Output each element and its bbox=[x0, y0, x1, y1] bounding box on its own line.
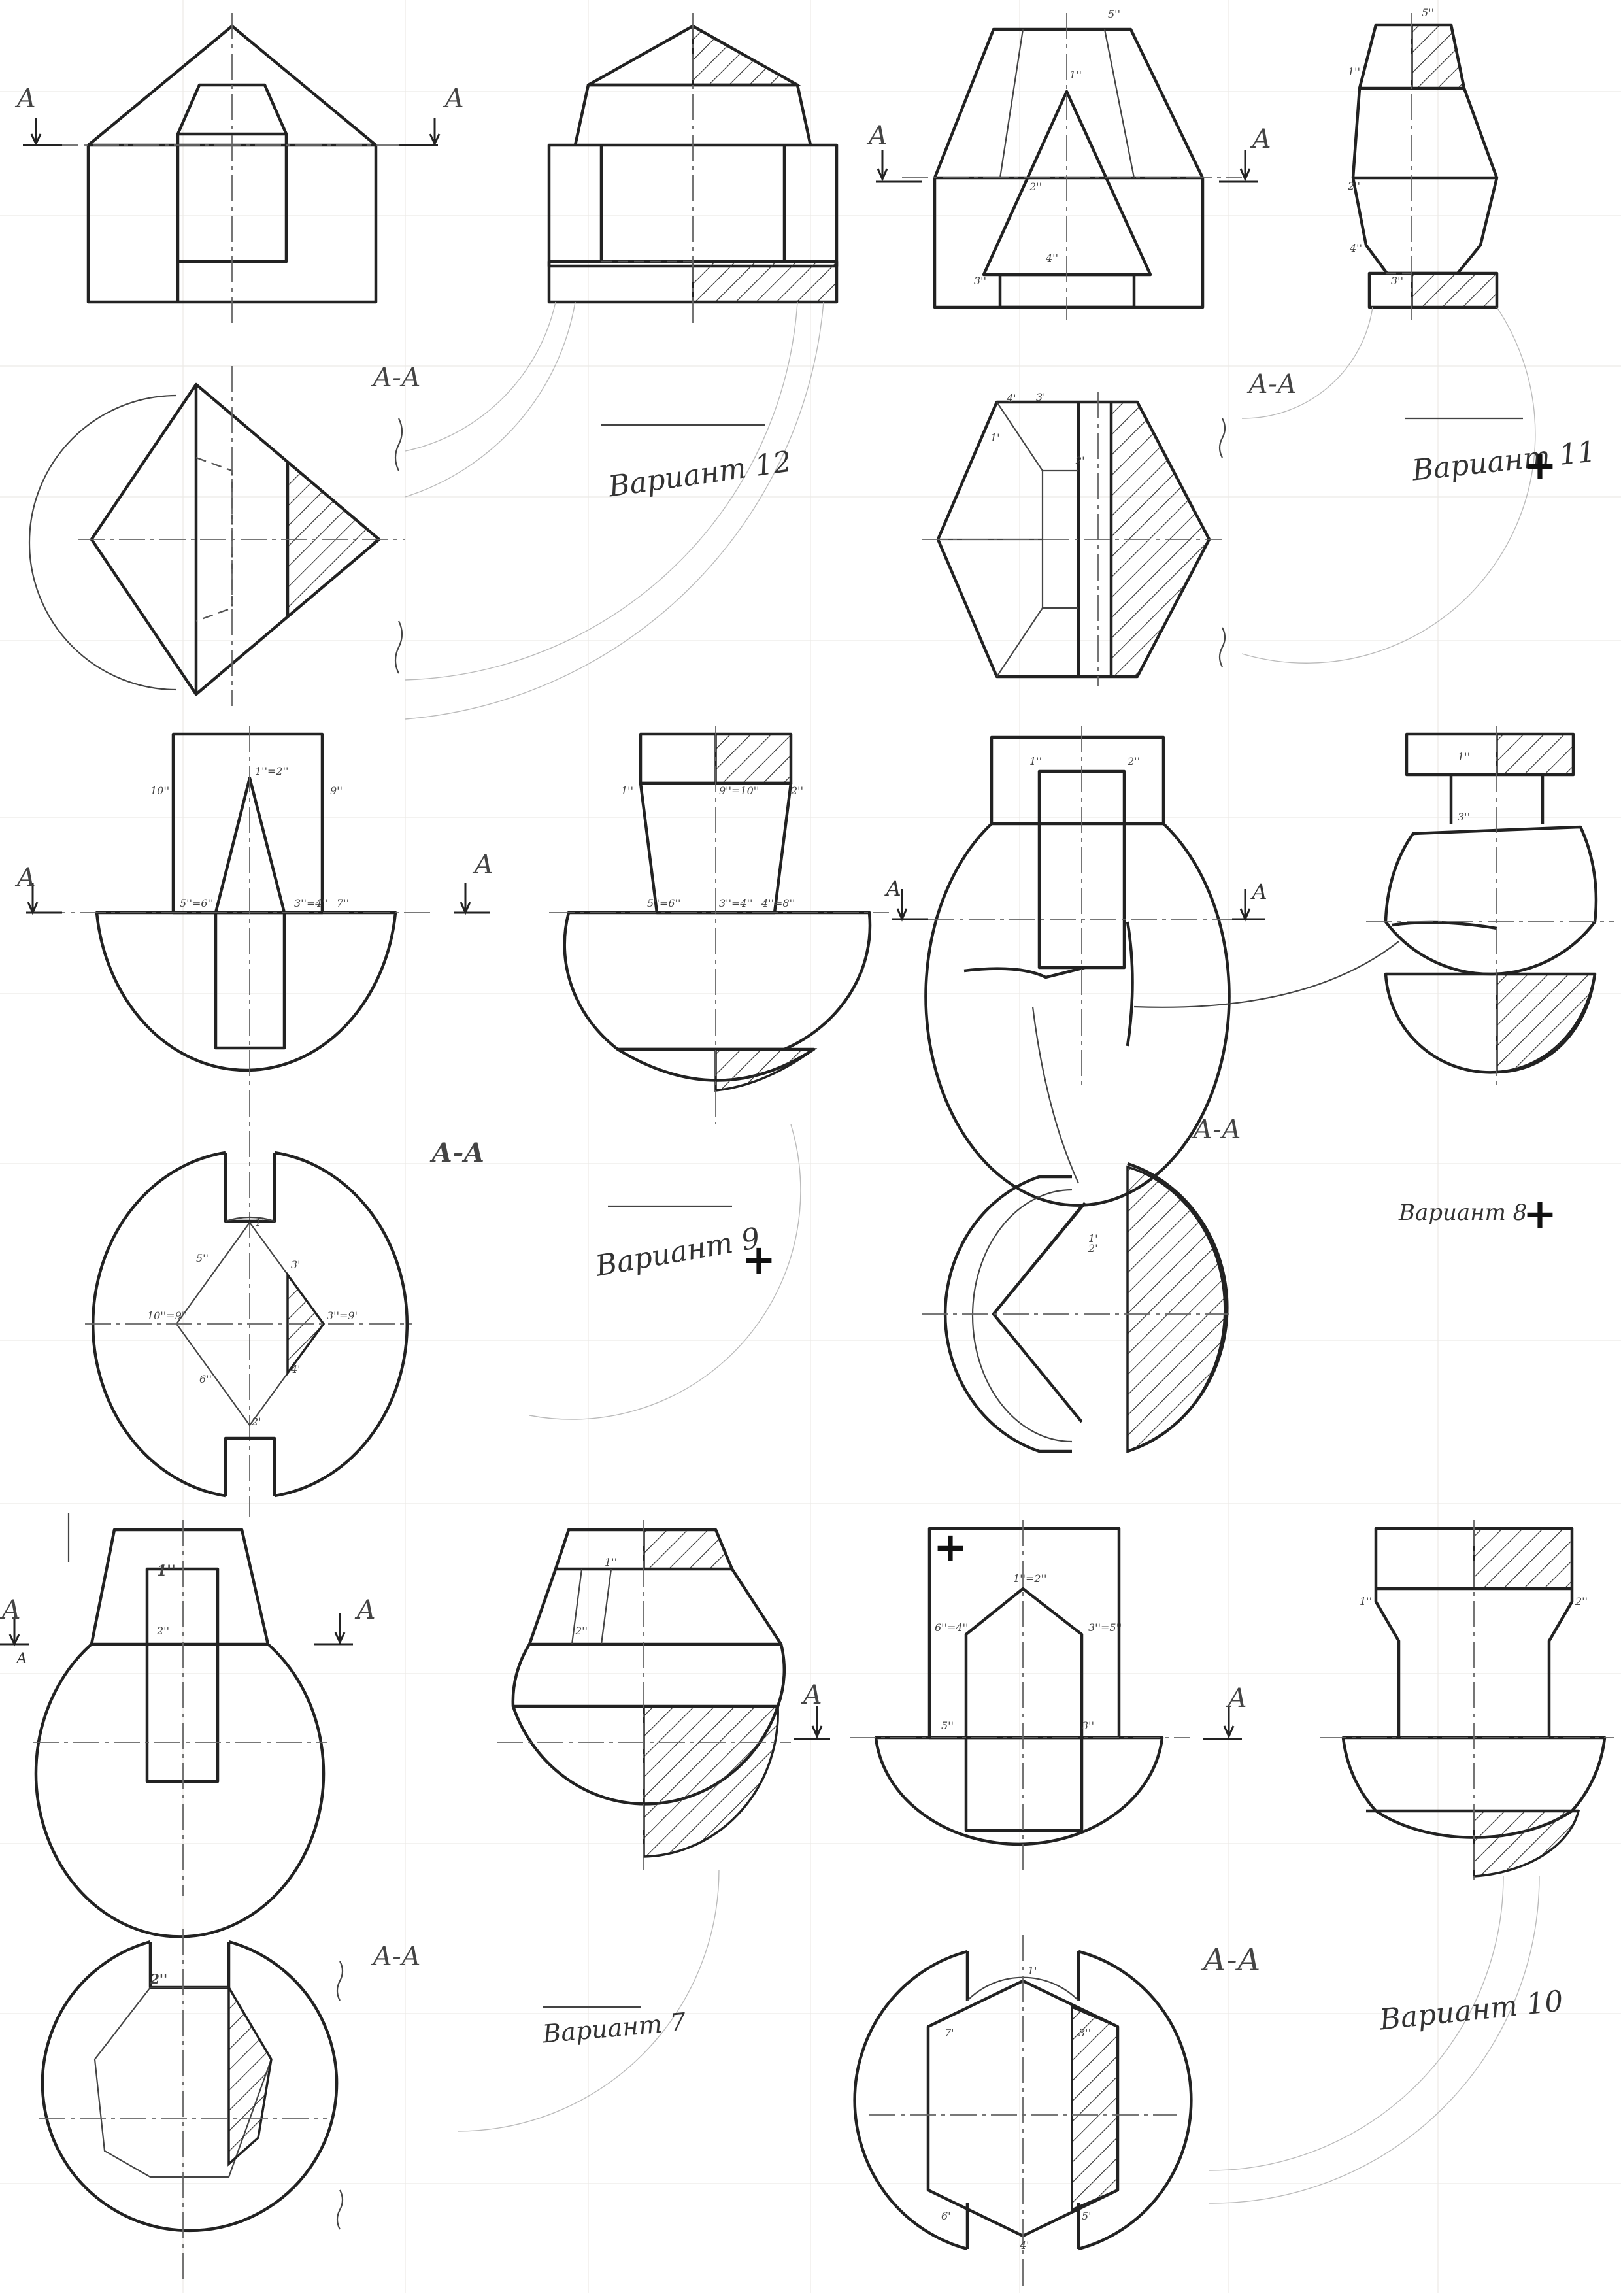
cut-letter-v9-left: А bbox=[16, 863, 37, 893]
cut-letter-v12-right: А bbox=[444, 84, 465, 114]
cut-letter-v8-left: А bbox=[886, 876, 902, 901]
point-label: 4' bbox=[291, 1363, 301, 1376]
point-label: 2'' bbox=[1575, 1595, 1588, 1608]
section-label-v12: А-А bbox=[373, 363, 422, 393]
variant-11-drawing bbox=[876, 13, 1536, 686]
point-label: 4' bbox=[1020, 2239, 1029, 2252]
cut-letter-v12-left: А bbox=[16, 84, 37, 114]
point-label: 4' bbox=[1007, 392, 1016, 405]
point-label: 1'' bbox=[1348, 65, 1360, 78]
cut-letter-v7-small: А bbox=[16, 1651, 27, 1667]
point-label: 5''=6'' bbox=[647, 897, 681, 909]
point-label: 2'' bbox=[1029, 180, 1042, 193]
variant-10-drawing bbox=[794, 1520, 1614, 2288]
point-label: 3''=4'' bbox=[719, 897, 753, 909]
point-label: 3'' bbox=[1391, 275, 1403, 287]
point-label: 3''=4'' bbox=[294, 897, 328, 909]
point-label: 4'' bbox=[1350, 242, 1362, 254]
section-label-v8: А-А bbox=[1193, 1115, 1242, 1145]
point-label: 1''=2'' bbox=[255, 765, 289, 777]
point-label: 5''=6'' bbox=[180, 897, 214, 909]
point-label: 4''=8'' bbox=[761, 897, 795, 909]
point-label: 1'' bbox=[1458, 751, 1470, 763]
point-label: 1''=2'' bbox=[1013, 1572, 1047, 1585]
variant-8-plus-mark: + bbox=[1523, 1190, 1557, 1238]
point-label: 10''=9'' bbox=[147, 1309, 188, 1322]
point-label: 1'' bbox=[621, 785, 633, 797]
point-label: 5'' bbox=[1108, 8, 1120, 20]
point-label: 1'' bbox=[605, 1556, 617, 1568]
point-label: 1'' bbox=[1029, 755, 1042, 768]
point-label: 3''=9' bbox=[327, 1309, 358, 1322]
variant-7-drawing bbox=[0, 1513, 791, 2282]
point-label: 2'' bbox=[1348, 180, 1360, 192]
point-label: 5'' bbox=[1422, 7, 1434, 19]
point-label: 2' bbox=[252, 1415, 261, 1428]
cut-letter-v8-right: А bbox=[1252, 879, 1268, 904]
point-label: 3'' bbox=[1078, 2027, 1091, 2039]
section-label-v11: А-А bbox=[1248, 369, 1297, 399]
point-label: 5' bbox=[1082, 2210, 1092, 2222]
point-label: 2'' bbox=[1128, 755, 1140, 768]
point-label: 6' bbox=[941, 2210, 951, 2222]
point-label: 1'' bbox=[1360, 1595, 1372, 1608]
point-label: 3'' bbox=[1458, 811, 1470, 823]
point-label: 2'' bbox=[150, 1971, 168, 1987]
point-label: 6''=4'' bbox=[935, 1621, 969, 1634]
point-label: 3'' bbox=[1082, 1719, 1094, 1732]
point-label: 2'' bbox=[575, 1625, 588, 1637]
point-label: 1' bbox=[255, 1216, 265, 1228]
point-label: 5'' bbox=[941, 1719, 954, 1732]
variant-12-drawing bbox=[23, 13, 839, 720]
variant-9-plus-mark: + bbox=[742, 1236, 776, 1283]
cut-letter-v10-left: А bbox=[803, 1680, 823, 1710]
point-label: 2'' bbox=[791, 785, 803, 797]
cut-letter-v11-left: А bbox=[868, 121, 888, 151]
cut-letter-v9-right: А bbox=[474, 850, 494, 880]
point-label: 1'' bbox=[1069, 69, 1082, 81]
variant-8-label: Вариант 8 bbox=[1399, 1200, 1528, 1226]
cut-letter-v7-right: А bbox=[356, 1595, 376, 1625]
point-label: 2'' bbox=[157, 1625, 169, 1637]
section-label-v9: А-А bbox=[431, 1138, 485, 1168]
corner-plus-mark: + bbox=[933, 1523, 967, 1571]
point-label: 7' bbox=[944, 2027, 954, 2039]
point-label: 1' bbox=[1028, 1965, 1037, 1977]
point-label: 1' bbox=[1088, 1232, 1098, 1245]
point-label: 9''=10'' bbox=[719, 785, 760, 797]
point-label: 3''=5'' bbox=[1088, 1621, 1122, 1634]
cut-letter-v11-right: А bbox=[1252, 124, 1272, 154]
cut-letter-v10-right: А bbox=[1228, 1683, 1248, 1714]
cut-letter-v7-left: А bbox=[1, 1595, 22, 1625]
point-label: 6'' bbox=[199, 1373, 212, 1385]
point-label: 2' bbox=[1088, 1242, 1098, 1255]
point-label: 10'' bbox=[150, 785, 170, 797]
variant-8-drawing bbox=[892, 726, 1614, 1453]
point-label: 2' bbox=[1075, 454, 1085, 467]
point-label: 3' bbox=[291, 1258, 301, 1271]
variant-9-drawing bbox=[26, 726, 889, 1517]
point-label: 4'' bbox=[1046, 252, 1058, 264]
section-label-v7: А-А bbox=[373, 1942, 422, 1972]
section-label-v10: А-А bbox=[1203, 1942, 1261, 1978]
point-label: 3'' bbox=[974, 275, 986, 287]
point-label: 7'' bbox=[337, 897, 349, 909]
point-label: 1'' bbox=[157, 1562, 176, 1579]
point-label: 3' bbox=[1036, 391, 1046, 403]
point-label: 1' bbox=[990, 431, 1000, 444]
point-label: 5'' bbox=[196, 1252, 209, 1264]
point-label: 9'' bbox=[330, 785, 343, 797]
variant-11-plus-mark: + bbox=[1523, 441, 1557, 489]
